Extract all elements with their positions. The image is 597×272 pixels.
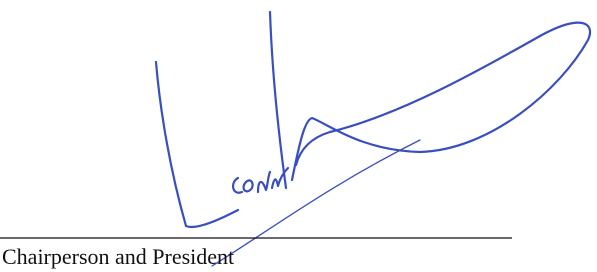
signature-stroke [270,12,286,188]
signer-title: Chairperson and President [2,244,234,270]
signature-tail [212,140,420,266]
signature-letters [233,168,288,193]
signature [0,0,597,272]
signature-loop [292,23,590,180]
page: Chairperson and President (() => { const… [0,0,597,272]
signature-stroke [156,62,238,227]
